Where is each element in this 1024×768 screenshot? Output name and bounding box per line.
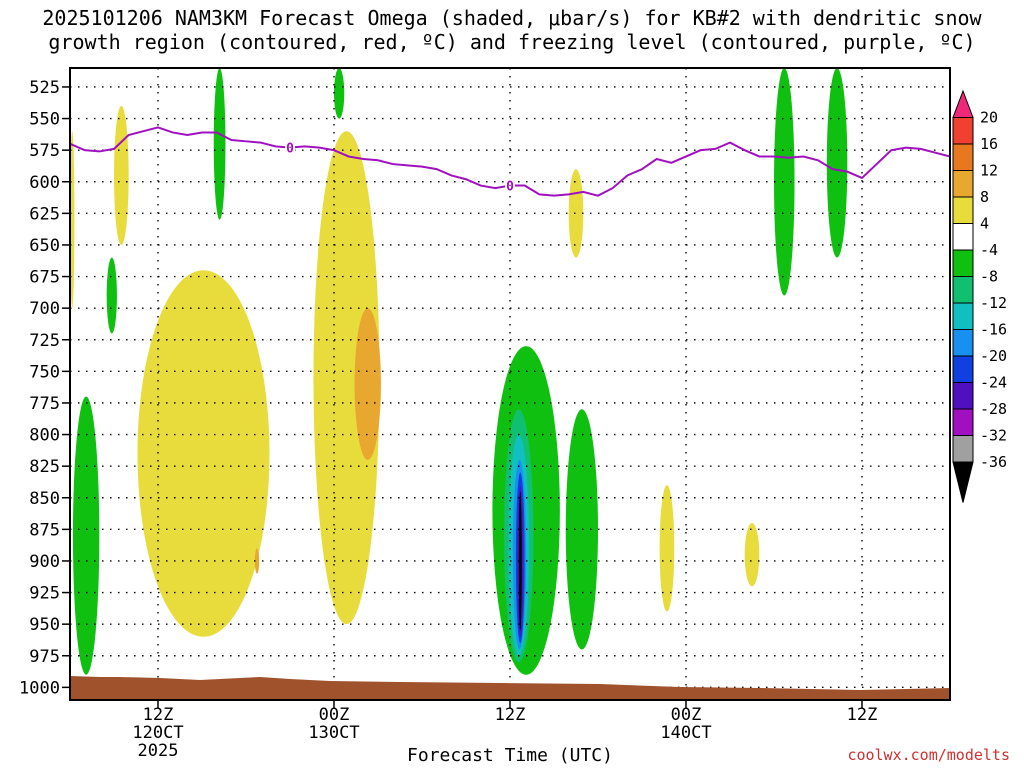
- x-tick-label-6-3: 2025: [138, 741, 179, 761]
- x-tick-label-18-1: 00Z: [319, 705, 350, 725]
- y-tick-label-850: 850: [29, 489, 60, 509]
- fz-label-0: 0: [286, 142, 294, 157]
- y-tick-label-975: 975: [29, 647, 60, 667]
- omega-region-10: [106, 257, 117, 334]
- x-tick-label-42-2: 140CT: [660, 723, 711, 743]
- omega-region-11: [213, 68, 226, 220]
- colorbar-label-0: 20: [980, 109, 998, 127]
- colorbar-swatch-2: [952, 143, 974, 171]
- colorbar-label-4: 4: [980, 215, 989, 233]
- colorbar-swatch-5: [952, 223, 974, 251]
- freezing-level-labels: 00: [285, 140, 515, 195]
- credit-text: coolwx.com/modelts: [847, 746, 1010, 764]
- colorbar-swatch-6: [952, 249, 974, 277]
- omega-region-5: [354, 308, 381, 460]
- chart-title: 2025101206 NAM3KM Forecast Omega (shaded…: [0, 6, 1024, 54]
- x-tick-label-30-1: 12Z: [495, 705, 526, 725]
- colorbar-label-5: -4: [980, 241, 998, 259]
- y-tick-label-950: 950: [29, 615, 60, 635]
- fz-label-bg-1: [505, 178, 515, 193]
- colorbar-label-2: 12: [980, 162, 998, 180]
- omega-region-3: [254, 548, 260, 574]
- y-tick-label-675: 675: [29, 268, 60, 288]
- y-tick-label-1000: 1000: [19, 678, 60, 698]
- colorbar-label-6: -8: [980, 268, 998, 286]
- y-axis: 525 550 575 600 625 650 675 700 725 750 775 800 825 8…: [19, 78, 70, 698]
- terrain-fill: [70, 676, 950, 700]
- colorbar-swatch-8: [952, 302, 974, 330]
- colorbar-label-3: 8: [980, 188, 989, 206]
- x-axis-label: Forecast Time (UTC): [407, 745, 613, 766]
- y-tick-label-800: 800: [29, 426, 60, 446]
- fz-label-bg-0: [285, 140, 295, 155]
- colorbar-swatch-12: [952, 408, 974, 436]
- colorbar-bottom-arrow: [952, 461, 974, 503]
- colorbar-top-arrow: [952, 89, 974, 118]
- omega-region-8: [744, 523, 760, 587]
- x-tick-label-6-1: 12Z: [143, 705, 174, 725]
- colorbar-swatch-3: [952, 170, 974, 198]
- x-tick-label-6-2: 120CT: [132, 723, 183, 743]
- y-tick-label-550: 550: [29, 110, 60, 130]
- y-tick-label-725: 725: [29, 331, 60, 351]
- colorbar-label-10: -24: [980, 374, 1007, 392]
- omega-region-0: [70, 131, 75, 309]
- y-tick-label-875: 875: [29, 520, 60, 540]
- omega-region-16: [826, 68, 848, 258]
- fz-label-1: 0: [506, 180, 514, 195]
- omega-region-15: [774, 68, 795, 296]
- colorbar-swatch-11: [952, 382, 974, 410]
- colorbar-label-8: -16: [980, 321, 1007, 339]
- omega-region-14: [565, 409, 598, 650]
- colorbar: 20 16 12 8 4 -4 -8 -12 -16 -20 -24 -28 -32 -36: [952, 89, 1007, 503]
- omega-region-9: [72, 396, 100, 675]
- colorbar-label-12: -32: [980, 427, 1007, 445]
- y-tick-label-700: 700: [29, 299, 60, 319]
- colorbar-label-11: -28: [980, 400, 1007, 418]
- colorbar-label-9: -20: [980, 347, 1007, 365]
- omega-region-2: [137, 270, 270, 637]
- colorbar-swatch-7: [952, 276, 974, 304]
- title-line-1: 2025101206 NAM3KM Forecast Omega (shaded…: [42, 6, 982, 30]
- omega-region-22: [518, 491, 522, 631]
- omega-region-6: [568, 169, 584, 258]
- colorbar-label-7: -12: [980, 294, 1007, 312]
- y-tick-label-625: 625: [29, 204, 60, 224]
- y-tick-label-525: 525: [29, 78, 60, 98]
- omega-region-1: [114, 105, 129, 245]
- y-tick-label-925: 925: [29, 584, 60, 604]
- y-tick-label-825: 825: [29, 457, 60, 477]
- y-tick-label-575: 575: [29, 141, 60, 161]
- colorbar-swatch-10: [952, 355, 974, 383]
- colorbar-label-1: 16: [980, 135, 998, 153]
- colorbar-swatch-13: [952, 435, 974, 463]
- x-tick-label-42-1: 00Z: [671, 705, 702, 725]
- colorbar-swatch-1: [952, 117, 974, 145]
- x-tick-label-18-2: 130CT: [308, 723, 359, 743]
- omega-region-12: [334, 68, 345, 119]
- x-tick-label-54-1: 12Z: [847, 705, 878, 725]
- omega-region-4: [313, 131, 380, 625]
- title-line-2: growth region (contoured, red, ºC) and f…: [48, 30, 976, 54]
- y-tick-label-775: 775: [29, 394, 60, 414]
- omega-region-7: [659, 485, 675, 612]
- colorbar-swatch-9: [952, 329, 974, 357]
- y-tick-label-600: 600: [29, 173, 60, 193]
- y-tick-label-900: 900: [29, 552, 60, 572]
- y-tick-label-750: 750: [29, 362, 60, 382]
- colorbar-label-13: -36: [980, 453, 1007, 471]
- y-tick-label-650: 650: [29, 236, 60, 256]
- colorbar-swatch-4: [952, 196, 974, 224]
